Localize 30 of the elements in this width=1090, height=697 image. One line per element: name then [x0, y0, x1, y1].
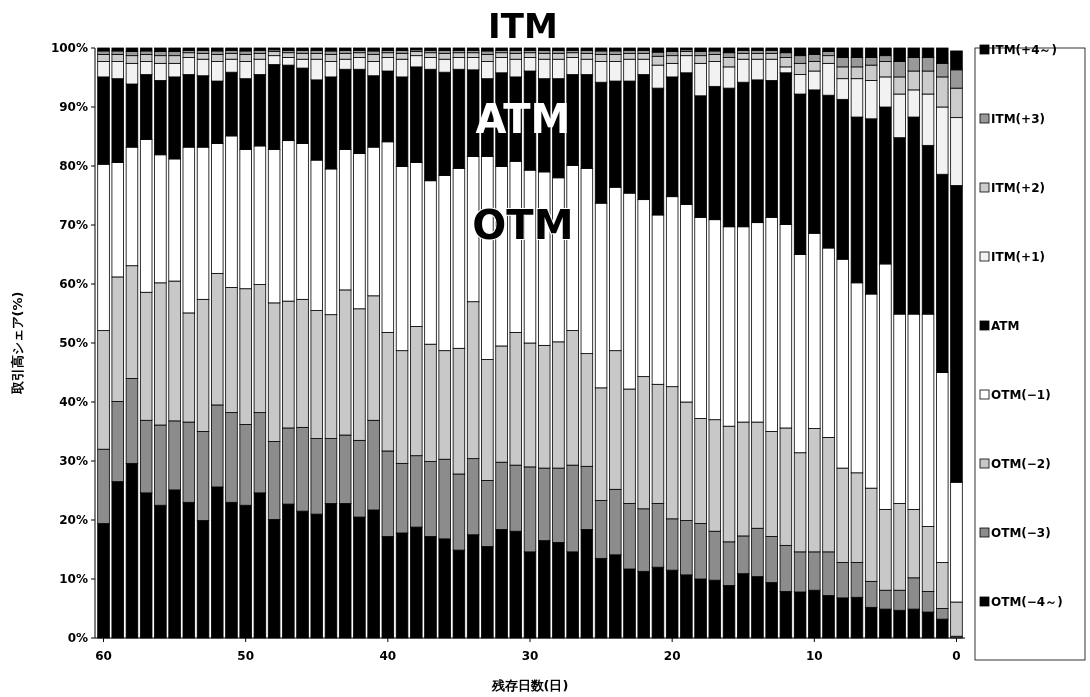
y-tick-label: 100%	[50, 41, 88, 56]
y-tick-label: 60%	[59, 277, 88, 292]
legend-label: OTM(−4～)	[991, 595, 1063, 610]
legend-label: ITM(+3)	[991, 112, 1045, 127]
x-tick-label: 0	[952, 649, 961, 663]
y-tick-label: 30%	[59, 454, 88, 469]
y-tick-label: 10%	[59, 572, 88, 587]
x-tick-label: 20	[663, 649, 681, 663]
x-tick-label: 30	[521, 649, 539, 663]
legend-label: OTM(−2)	[991, 457, 1051, 472]
legend-label: ITM(+1)	[991, 250, 1045, 265]
legend-label: ATM	[991, 319, 1020, 334]
y-tick-label: 40%	[59, 395, 88, 410]
y-tick-label: 90%	[59, 100, 88, 115]
x-tick-label: 40	[379, 649, 397, 663]
legend-label: ITM(+4～)	[991, 43, 1057, 58]
legend-label: OTM(−3)	[991, 526, 1051, 541]
x-axis-title: 残存日数(日)	[490, 678, 569, 693]
y-tick-label: 70%	[59, 218, 88, 233]
x-tick-label: 60	[95, 649, 112, 663]
y-tick-label: 20%	[59, 513, 88, 528]
y-tick-label: 50%	[59, 336, 88, 351]
legend-label: OTM(−1)	[991, 388, 1051, 403]
y-tick-label: 80%	[59, 159, 88, 174]
legend-label: ITM(+2)	[991, 181, 1045, 196]
y-tick-label: 0%	[67, 631, 88, 646]
x-tick-label: 50	[237, 649, 255, 663]
x-tick-label: 10	[805, 649, 823, 663]
text: ITM	[488, 5, 558, 46]
y-axis-title: 取引高シェア(%)	[10, 291, 25, 396]
